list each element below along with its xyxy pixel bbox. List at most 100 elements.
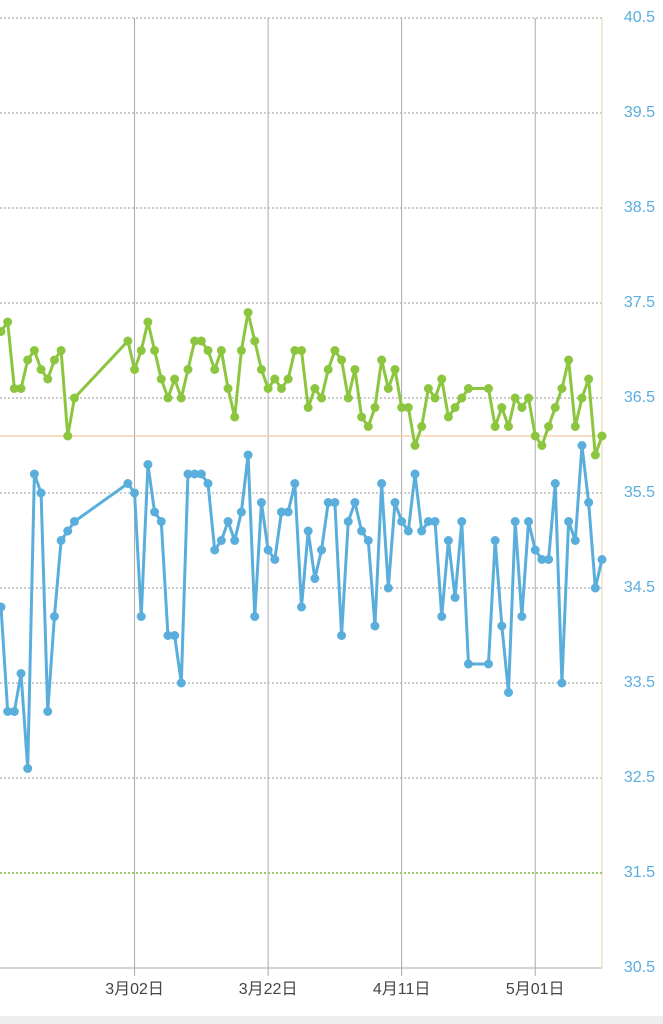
data-point	[276, 384, 286, 393]
x-tick-label: 4月11日	[373, 981, 431, 998]
data-point	[517, 403, 527, 412]
data-point	[43, 374, 53, 384]
data-point	[0, 602, 6, 612]
data-point	[330, 346, 340, 355]
data-point	[223, 384, 233, 393]
data-point	[544, 422, 554, 431]
data-point	[377, 355, 387, 365]
data-point	[250, 336, 260, 346]
data-point	[483, 384, 493, 393]
data-point	[69, 517, 79, 526]
data-point	[236, 346, 246, 355]
data-point	[243, 450, 253, 460]
data-point	[537, 555, 547, 564]
data-point	[490, 536, 500, 545]
data-point	[410, 441, 420, 450]
data-point	[357, 412, 367, 422]
data-point	[3, 317, 13, 327]
data-point	[450, 403, 460, 412]
data-point	[450, 593, 460, 602]
data-point	[437, 374, 447, 384]
y-tick-label: 30.5	[624, 959, 655, 976]
data-point	[0, 327, 6, 336]
data-point	[597, 555, 607, 564]
data-point	[256, 498, 266, 507]
data-point	[504, 422, 514, 431]
data-point	[350, 498, 360, 507]
data-point	[210, 365, 220, 374]
data-point	[410, 469, 420, 479]
data-point	[3, 707, 13, 716]
data-point	[383, 384, 393, 393]
data-point	[403, 526, 413, 536]
data-point	[283, 374, 293, 384]
data-point	[463, 659, 473, 669]
data-point	[243, 308, 253, 317]
data-point	[423, 517, 433, 526]
data-point	[63, 526, 73, 536]
data-point	[256, 365, 266, 374]
data-point	[170, 374, 180, 384]
data-point	[216, 346, 226, 355]
data-point	[537, 441, 547, 450]
y-tick-label: 34.5	[624, 579, 655, 596]
data-point	[56, 536, 66, 545]
x-tick-label: 3月02日	[105, 981, 164, 998]
y-tick-label: 35.5	[624, 484, 655, 501]
series-line	[0, 311, 604, 457]
data-point	[370, 621, 380, 631]
data-point	[283, 507, 293, 517]
data-point	[36, 365, 46, 374]
data-point	[377, 479, 387, 488]
data-point	[143, 460, 153, 469]
data-point	[370, 403, 380, 412]
data-point	[504, 688, 514, 697]
data-point	[9, 384, 19, 393]
data-point	[443, 536, 453, 545]
data-point	[176, 678, 186, 688]
data-point	[203, 479, 213, 488]
data-point	[530, 431, 540, 441]
data-point	[56, 346, 66, 355]
y-tick-label: 33.5	[624, 674, 655, 691]
data-point	[150, 346, 160, 355]
y-tick-label: 31.5	[624, 864, 655, 881]
data-point	[337, 355, 347, 365]
data-point	[590, 583, 600, 593]
data-point	[497, 621, 507, 631]
data-point	[544, 555, 554, 564]
data-point	[550, 403, 560, 412]
data-point	[397, 403, 407, 412]
data-point	[363, 422, 373, 431]
data-point	[323, 365, 333, 374]
data-point	[550, 479, 560, 488]
data-point	[430, 517, 440, 526]
data-point	[270, 555, 280, 564]
data-point	[9, 707, 19, 716]
data-point	[524, 393, 534, 403]
data-point	[510, 517, 520, 526]
data-point	[216, 536, 226, 545]
data-point	[136, 612, 146, 621]
data-point	[123, 336, 133, 346]
data-point	[524, 517, 534, 526]
data-point	[310, 384, 320, 393]
data-point	[564, 355, 574, 365]
data-point	[457, 517, 467, 526]
data-point	[196, 336, 206, 346]
data-point	[403, 403, 413, 412]
data-point	[590, 450, 600, 460]
bottom-bar	[0, 1016, 663, 1024]
data-point	[143, 317, 153, 327]
data-point	[190, 469, 200, 479]
data-point	[183, 469, 193, 479]
data-point	[417, 422, 427, 431]
data-point	[390, 365, 400, 374]
data-point	[16, 669, 26, 678]
data-point	[357, 526, 367, 536]
data-point	[570, 422, 580, 431]
data-point	[463, 384, 473, 393]
data-point	[176, 393, 186, 403]
data-point	[297, 346, 306, 355]
